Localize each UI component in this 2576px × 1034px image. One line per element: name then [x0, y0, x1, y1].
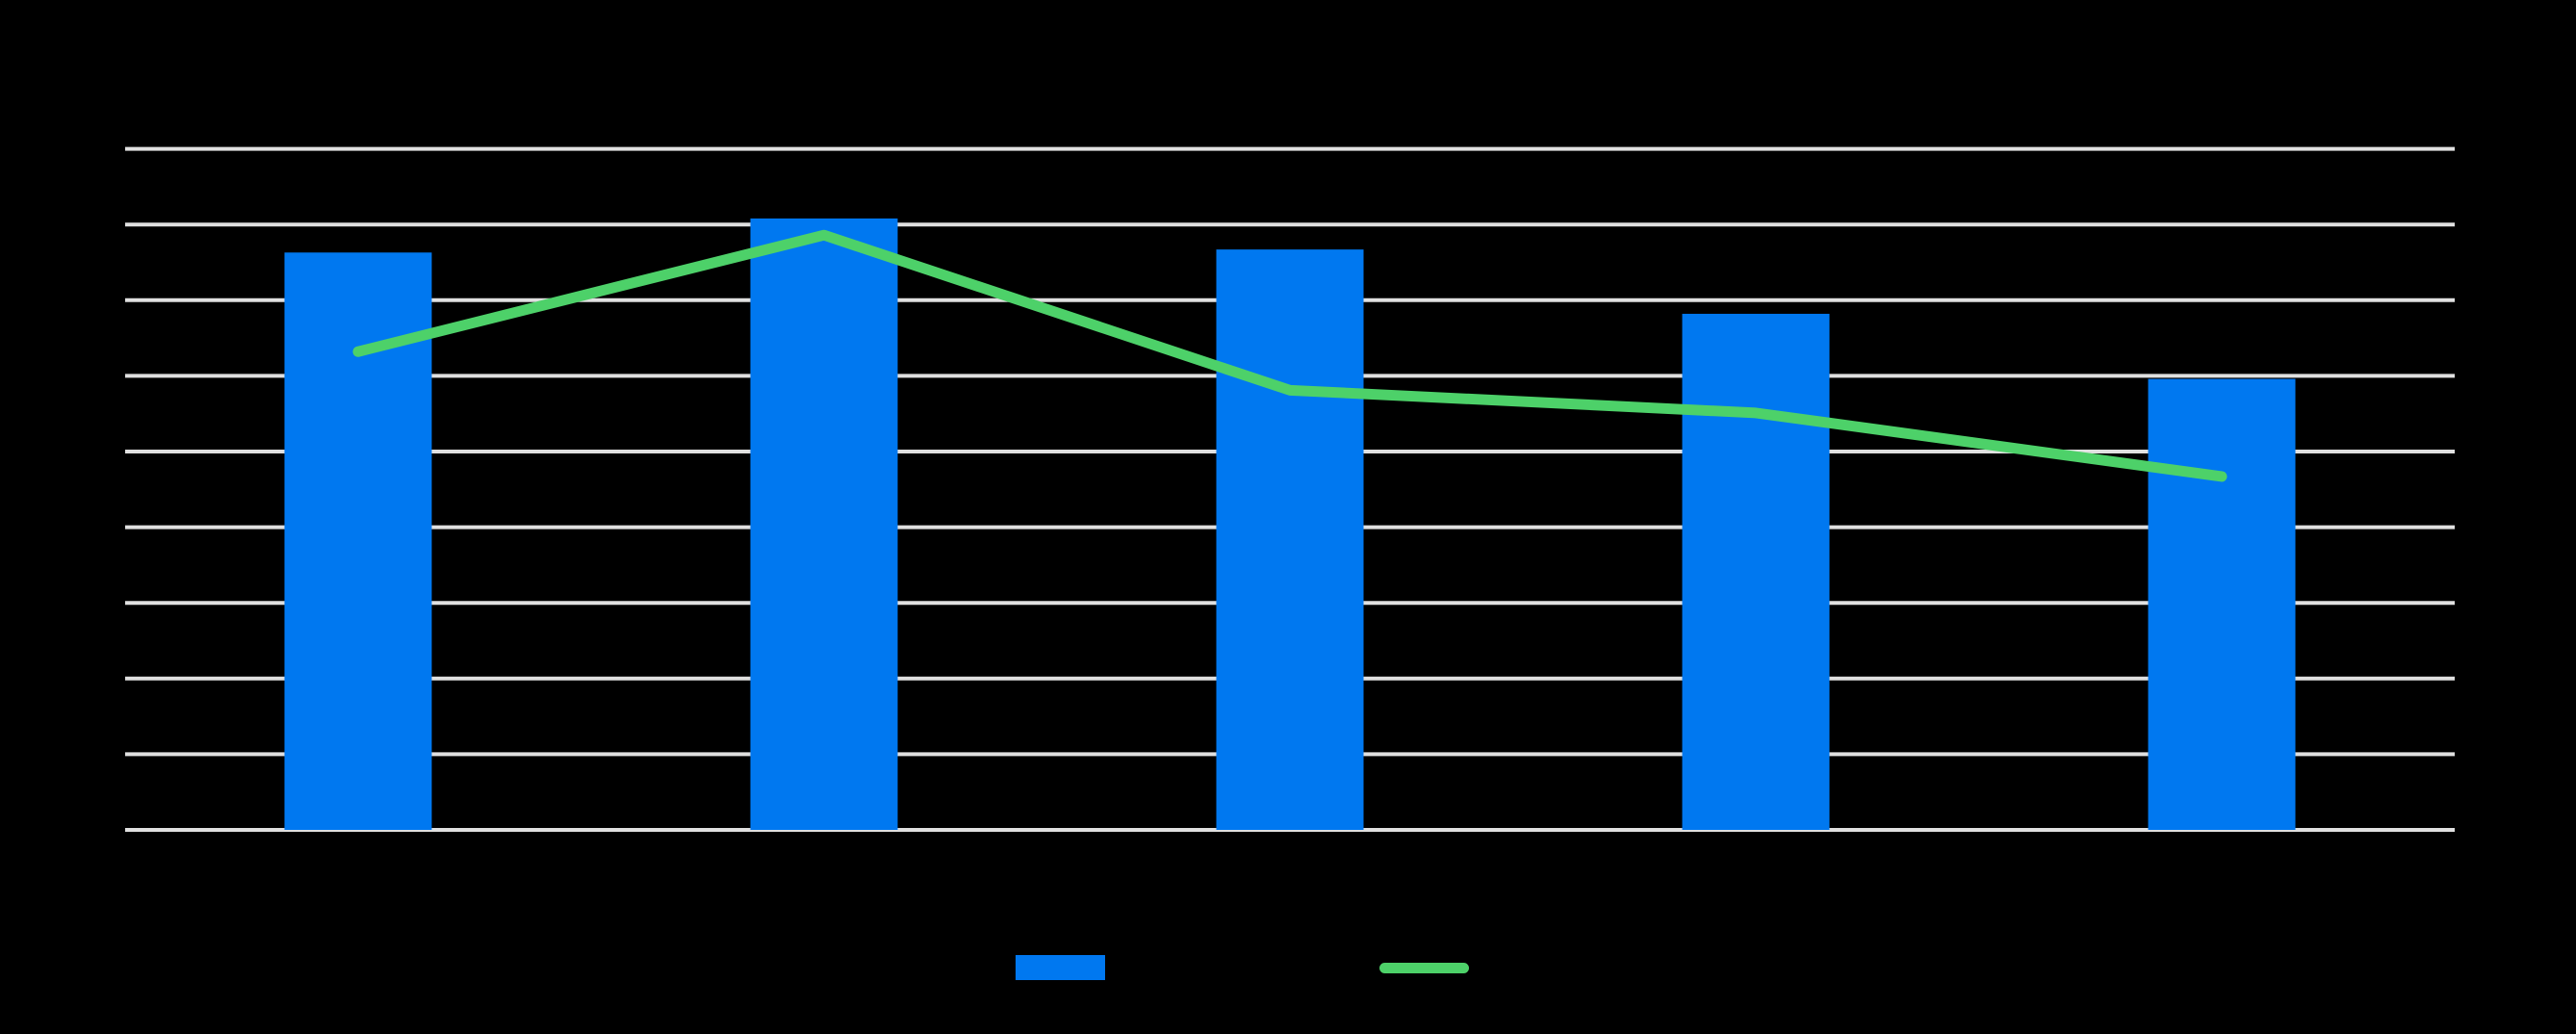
bar[interactable]	[2148, 378, 2296, 830]
bar[interactable]	[1682, 313, 1830, 830]
legend-label-series-1: Series 1	[1119, 955, 1197, 979]
legend-item-series-1[interactable]: Series 1	[1016, 955, 1197, 980]
line-series-group	[352, 229, 2228, 482]
chart-legend: Series 1 Series 2	[0, 939, 2576, 996]
bars-group	[284, 218, 2296, 831]
line-series-path[interactable]	[352, 229, 2228, 482]
bar-swatch-icon	[1016, 955, 1106, 980]
legend-item-series-2[interactable]: Series 2	[1379, 955, 1560, 980]
bar[interactable]	[1216, 249, 1364, 830]
line-swatch-icon	[1379, 962, 1469, 973]
bar[interactable]	[750, 218, 898, 831]
legend-label-series-2: Series 2	[1482, 955, 1560, 979]
